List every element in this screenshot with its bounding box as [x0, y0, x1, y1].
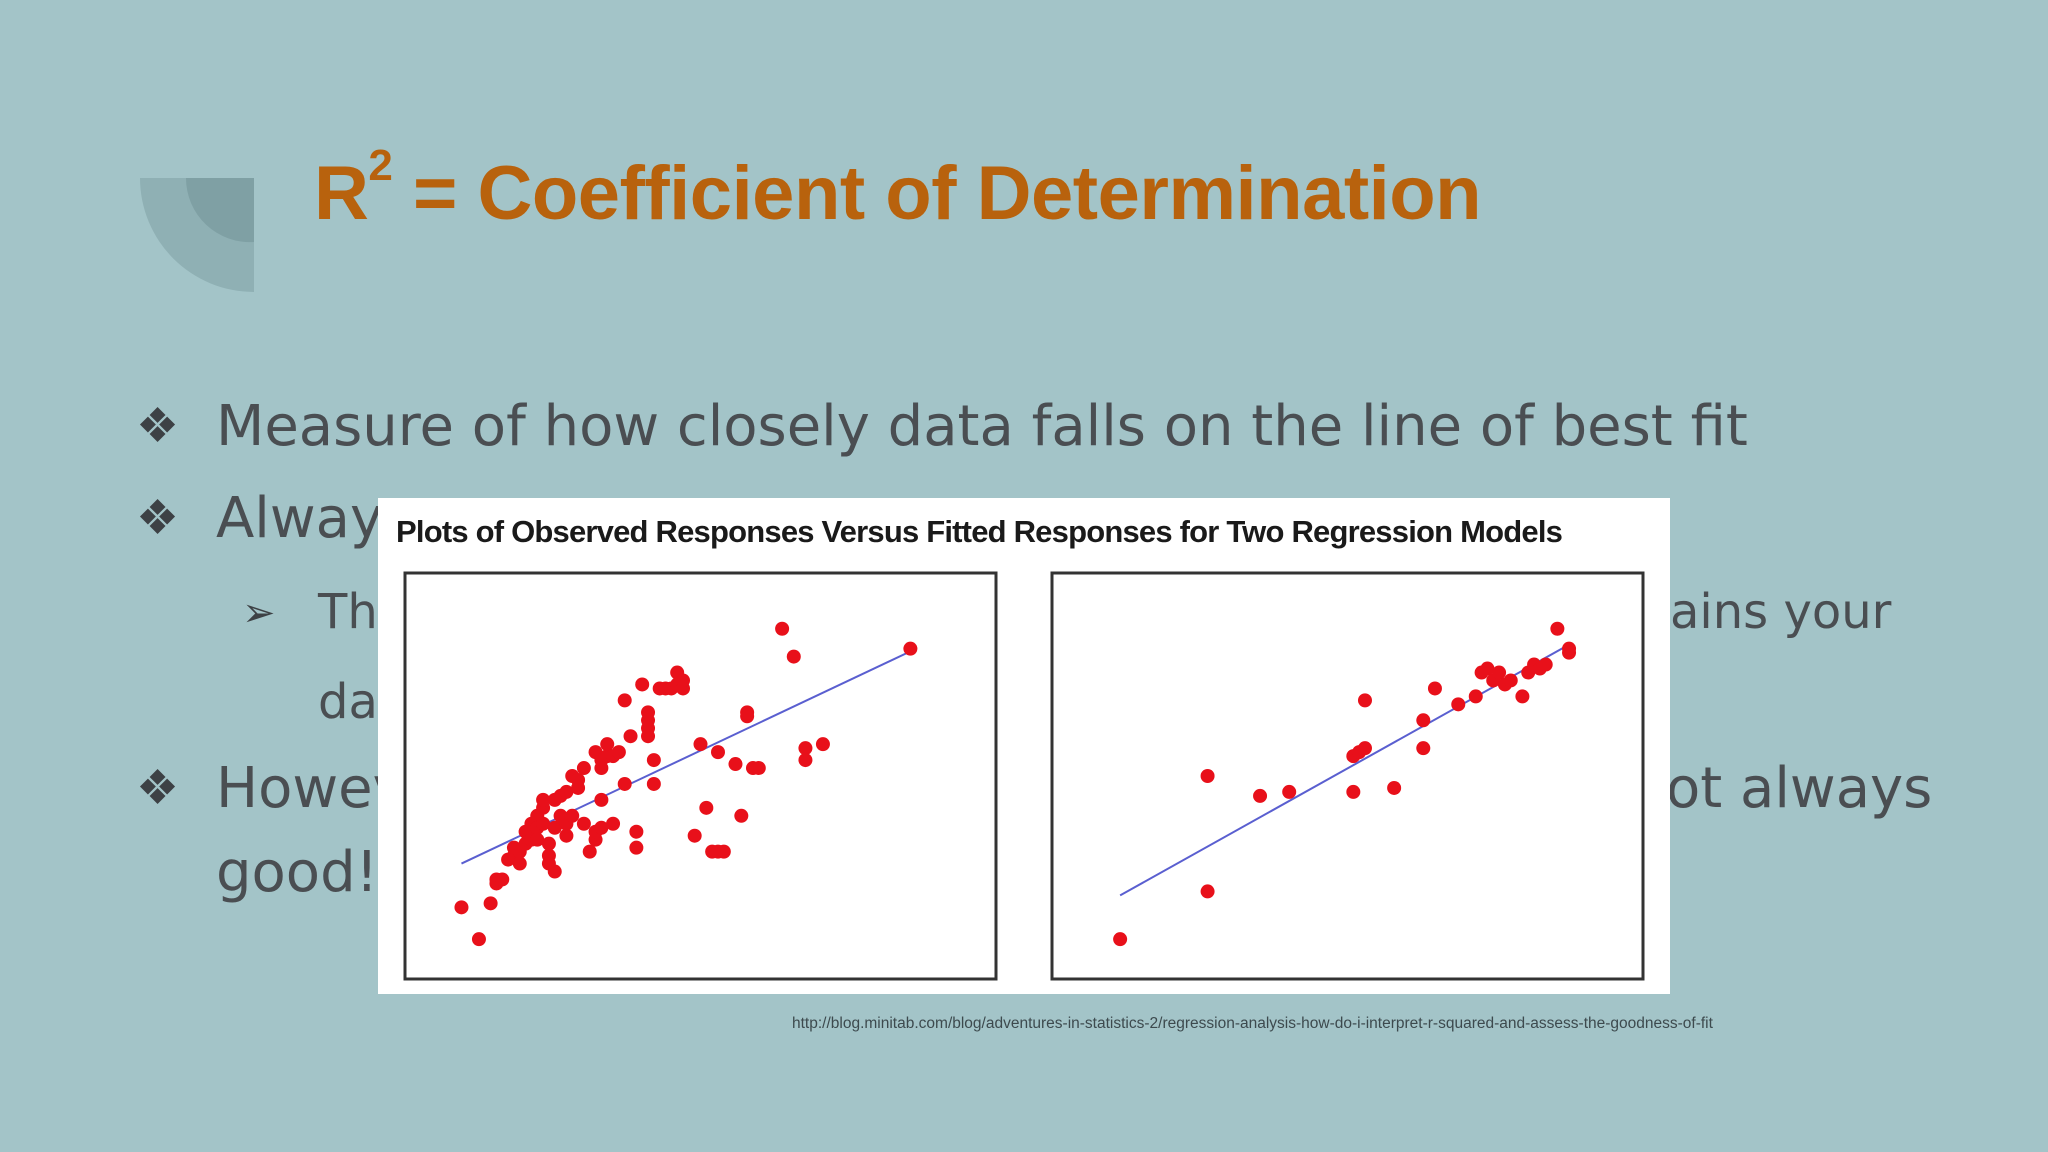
data-point [582, 844, 597, 859]
data-point [495, 872, 510, 887]
data-point [617, 776, 632, 791]
slide-title: R2 = Coefficient of Determination [314, 144, 1482, 237]
data-point [641, 705, 656, 720]
right-plot-frame [1050, 571, 1645, 981]
data-point [512, 856, 527, 871]
data-point [1538, 657, 1553, 672]
data-point [734, 808, 749, 823]
bullet-text: Measure of how closely data falls on the… [216, 394, 1748, 459]
data-point [471, 932, 486, 947]
data-point [676, 673, 691, 688]
data-point [576, 761, 591, 776]
data-point [815, 737, 830, 752]
data-point [710, 745, 725, 760]
data-point [1492, 665, 1507, 680]
data-point [530, 832, 545, 847]
data-point [547, 864, 562, 879]
data-point [617, 693, 632, 708]
data-point [740, 709, 755, 724]
data-point [576, 816, 591, 831]
title-superscript: 2 [368, 141, 393, 190]
chart-title: Plots of Observed Responses Versus Fitte… [396, 514, 1563, 549]
data-point [1468, 689, 1483, 704]
data-point [1550, 621, 1565, 636]
data-point [699, 800, 714, 815]
data-point [594, 792, 609, 807]
data-point [1480, 661, 1495, 676]
bullet-marker: ❖ [136, 492, 180, 545]
data-point [716, 844, 731, 859]
data-point [454, 900, 469, 915]
data-point [594, 820, 609, 835]
title-base: R [314, 151, 369, 236]
data-point [646, 776, 661, 791]
data-point [751, 761, 766, 776]
data-point [798, 753, 813, 768]
sub-bullet-marker: ➢ [242, 591, 276, 635]
title-rest: = Coefficient of Determination [392, 151, 1482, 236]
data-point [1387, 780, 1402, 795]
left-plot [454, 621, 918, 947]
data-point [1357, 693, 1372, 708]
bullet-marker: ❖ [136, 762, 180, 815]
data-point [786, 649, 801, 664]
data-point [1451, 697, 1466, 712]
data-point [1253, 788, 1268, 803]
data-point [1427, 681, 1442, 696]
data-point [1562, 641, 1577, 656]
data-point [1200, 884, 1215, 899]
left-plot-frame [403, 571, 998, 981]
data-point [728, 757, 743, 772]
data-point [687, 828, 702, 843]
data-point [1346, 784, 1361, 799]
bullet-text-cont: good! [216, 840, 379, 905]
data-point [606, 816, 621, 831]
data-point [798, 741, 813, 756]
data-point [536, 792, 551, 807]
data-point [559, 784, 574, 799]
data-point [483, 896, 498, 911]
source-link[interactable]: http://blog.minitab.com/blog/adventures-… [792, 1015, 1713, 1032]
corner-decoration [140, 178, 254, 292]
data-point [547, 820, 562, 835]
right-plot [1113, 621, 1577, 947]
bullet-text-right: ot always [1666, 756, 1933, 821]
data-point [1416, 713, 1431, 728]
data-point [536, 816, 551, 831]
chart-svg [403, 571, 1645, 981]
data-point [1416, 741, 1431, 756]
data-point [559, 828, 574, 843]
data-point [1357, 741, 1372, 756]
data-point [594, 761, 609, 776]
chart-image: Plots of Observed Responses Versus Fitte… [378, 498, 1670, 994]
data-point [1515, 689, 1530, 704]
data-point [629, 840, 644, 855]
data-point [571, 780, 586, 795]
sub-bullet-text-right: ains your [1670, 584, 1892, 640]
data-point [623, 729, 638, 744]
bullet-marker: ❖ [136, 400, 180, 453]
data-point [693, 737, 708, 752]
bullet-text-left: Howev [216, 756, 406, 821]
data-point [1200, 769, 1215, 783]
data-point [629, 824, 644, 839]
data-point [611, 745, 626, 760]
data-point [635, 677, 650, 692]
data-point [1113, 932, 1128, 947]
data-point [1282, 784, 1297, 799]
data-point [903, 641, 918, 656]
data-point [1503, 673, 1518, 688]
data-point [775, 621, 790, 636]
data-point [565, 808, 580, 823]
data-point [646, 753, 661, 768]
data-point [600, 737, 615, 752]
data-point [541, 836, 556, 851]
